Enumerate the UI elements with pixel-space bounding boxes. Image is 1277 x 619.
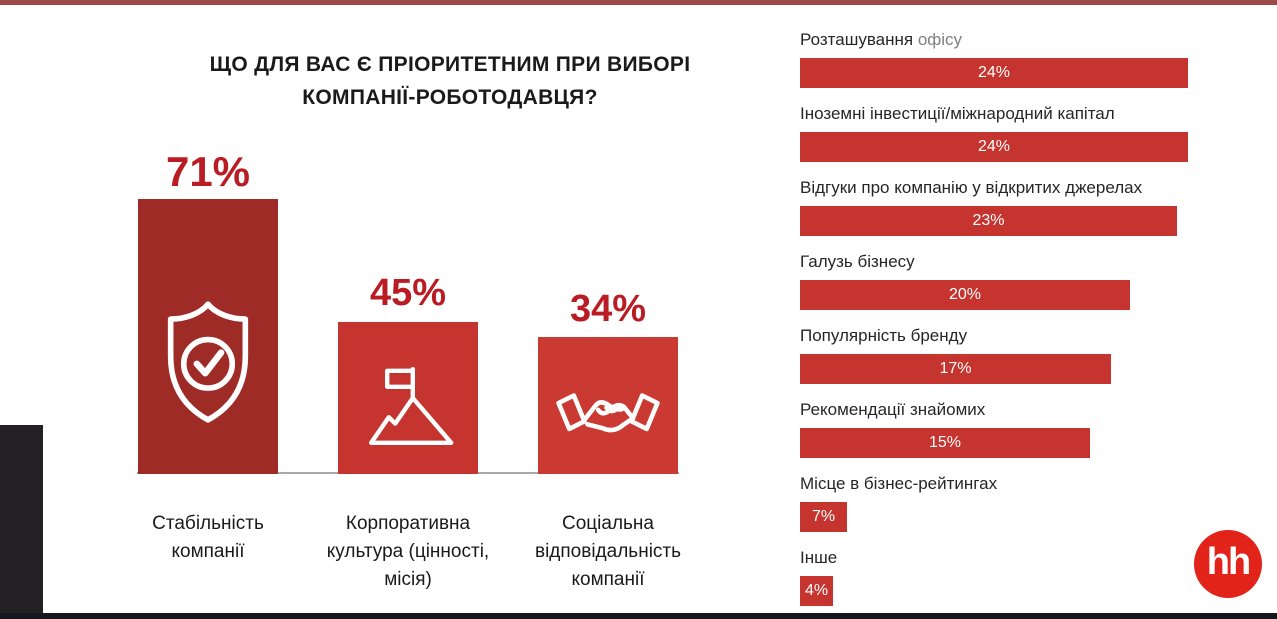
percent-label: 34% (569, 288, 647, 330)
bar: 24% (800, 58, 1188, 88)
bar-label-text: Місце в бізнес-рейтингах (800, 474, 998, 493)
mountain-flag-icon (338, 360, 478, 452)
bar-value: 7% (811, 508, 836, 525)
bar-label: Популярність бренду (800, 326, 1190, 345)
bar-row: Місце в бізнес-рейтингах 7% (800, 474, 1190, 532)
shield-check-icon (138, 296, 278, 428)
bar-category-label: Соціальна відповідальність компанії (534, 513, 682, 590)
bar-stability (138, 199, 278, 474)
bar-label-text: Галузь бізнесу (800, 252, 915, 271)
bar: 20% (800, 280, 1130, 310)
bar-row: Інше 4% (800, 548, 1190, 606)
bar: 23% (800, 206, 1177, 236)
bar-value: 17% (939, 360, 972, 377)
bar-value: 4% (804, 582, 829, 599)
bar-category-label: Корпоративна культура (цінності, місія) (326, 513, 490, 590)
bar-label: Відгуки про компанію у відкритих джерела… (800, 178, 1190, 197)
bottom-accent-strip (0, 613, 1277, 619)
factors-bar-list: Розташування офісу 24% Іноземні інвестиц… (800, 30, 1190, 619)
bar-label-text: Іноземні інвестиції/міжнародний капітал (800, 104, 1115, 123)
bar-label: Місце в бізнес-рейтингах (800, 474, 1190, 493)
bar-label-text: Відгуки про компанію у відкритих джерела… (800, 178, 1143, 197)
bar-label-text: Інше (800, 548, 838, 567)
bar-label-muted-text: офісу (917, 30, 963, 49)
bar: 17% (800, 354, 1111, 384)
bar: 7% (800, 502, 847, 532)
bar-row: Іноземні інвестиції/міжнародний капітал … (800, 104, 1190, 162)
bar-label: Розташування офісу (800, 30, 1190, 49)
page-title: ЩО ДЛЯ ВАС Є ПРІОРИТЕТНИМ ПРИ ВИБОРІ КОМ… (209, 53, 691, 109)
bar-social-responsibility (538, 337, 678, 474)
bar-value: 20% (948, 286, 982, 303)
bar-value: 24% (977, 64, 1011, 81)
bar: 24% (800, 132, 1188, 162)
bar-label: Інше (800, 548, 1190, 567)
bar-label: Іноземні інвестиції/міжнародний капітал (800, 104, 1190, 123)
top-accent-strip (0, 0, 1277, 5)
bar-label-text: Розташування (800, 30, 918, 49)
handshake-icon (538, 374, 678, 458)
hh-logo: hh (1194, 530, 1262, 598)
hh-logo-text: hh (1206, 540, 1251, 583)
bar-row: Популярність бренду 17% (800, 326, 1190, 384)
bar-row: Розташування офісу 24% (800, 30, 1190, 88)
bar-corporate-culture (338, 322, 478, 474)
bar-value: 23% (972, 212, 1005, 229)
left-black-block (0, 425, 43, 614)
bar-label: Рекомендації знайомих (800, 400, 1190, 419)
bar-label-text: Популярність бренду (800, 326, 968, 345)
bar-row: Рекомендації знайомих 15% (800, 400, 1190, 458)
bar-value: 15% (928, 434, 962, 451)
bar-label-text: Рекомендації знайомих (800, 400, 986, 419)
percent-label: 45% (369, 272, 447, 314)
percent-label: 71% (165, 148, 251, 195)
bar-value: 24% (977, 138, 1011, 155)
bar: 4% (800, 576, 833, 606)
bar: 15% (800, 428, 1090, 458)
bar-row: Галузь бізнесу 20% (800, 252, 1190, 310)
bar-category-label: Стабільність компанії (152, 513, 264, 562)
bar-label: Галузь бізнесу (800, 252, 1190, 271)
bar-row: Відгуки про компанію у відкритих джерела… (800, 178, 1190, 236)
